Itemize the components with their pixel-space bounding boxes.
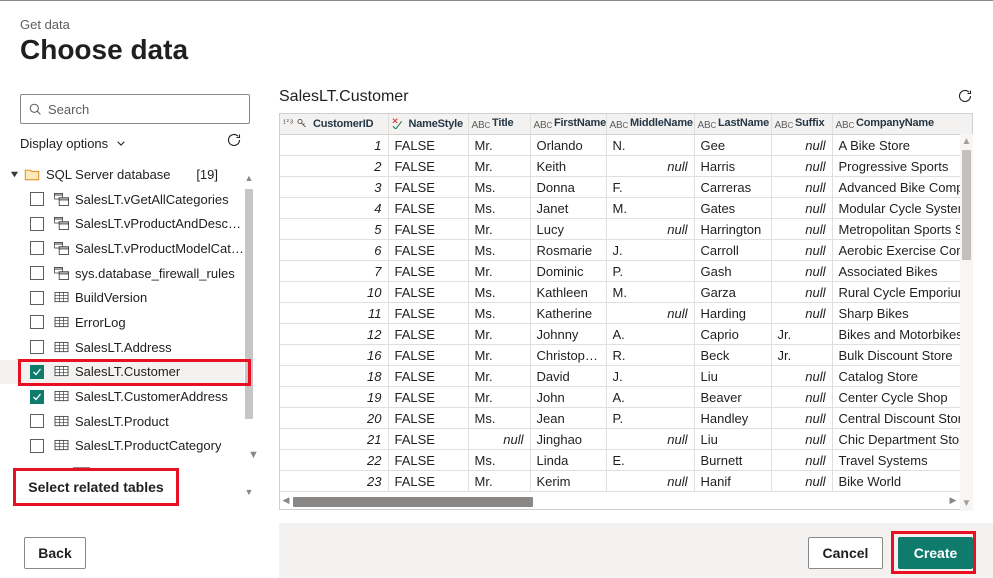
svg-text:1: 1	[283, 120, 286, 126]
svg-text:2: 2	[287, 118, 290, 123]
svg-text:3: 3	[290, 120, 293, 126]
